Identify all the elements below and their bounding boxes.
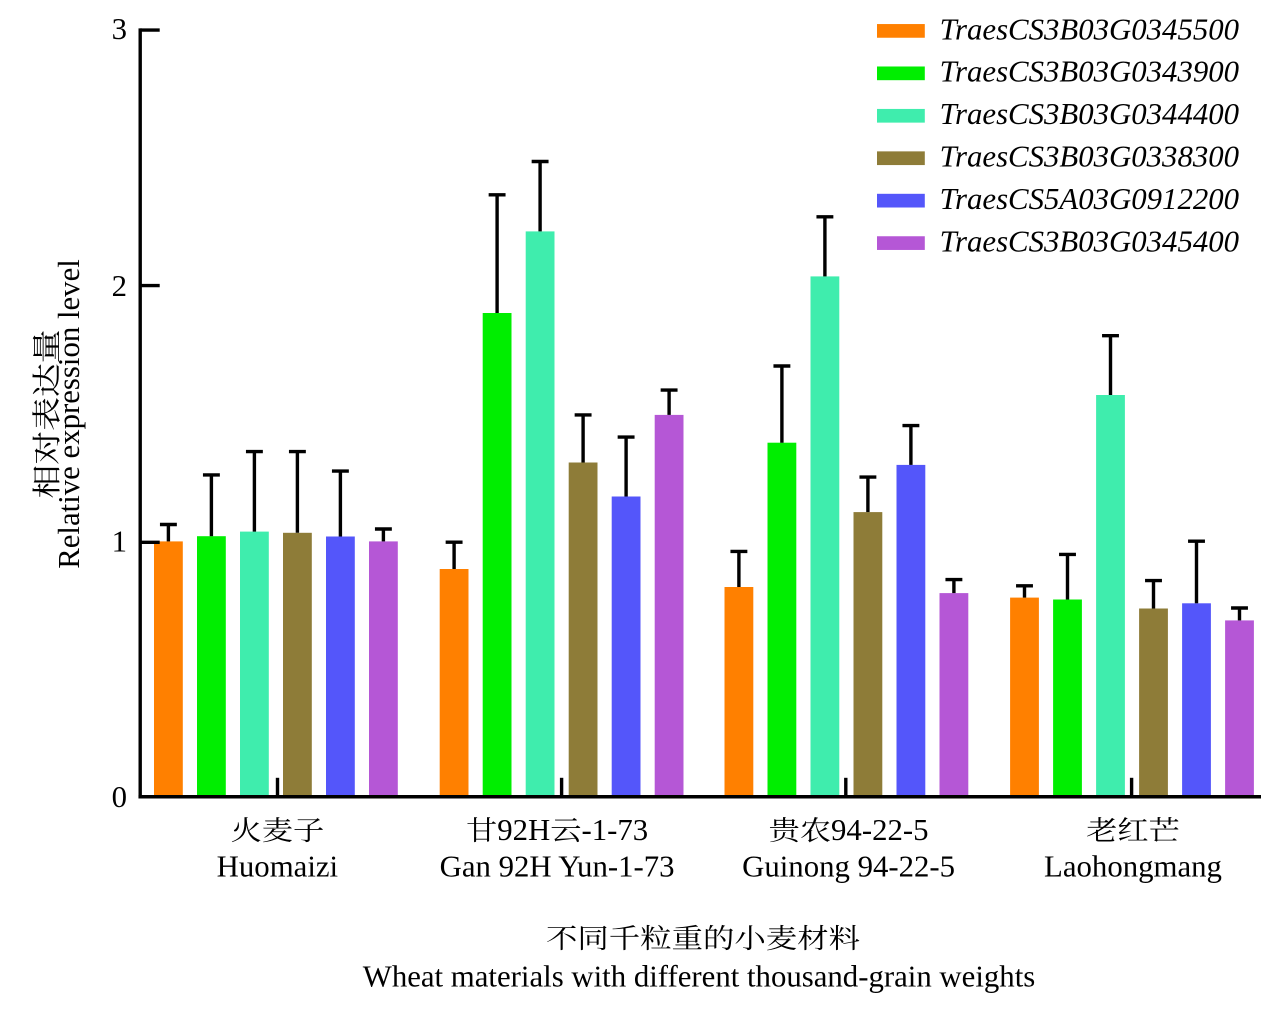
svg-text:TraesCS3B03G0345400: TraesCS3B03G0345400 <box>940 225 1239 259</box>
svg-text:-1-73: -1-73 <box>581 813 648 847</box>
svg-text:94-22-5: 94-22-5 <box>831 813 929 847</box>
svg-text:TraesCS3B03G0345500: TraesCS3B03G0345500 <box>940 12 1239 46</box>
svg-text:3: 3 <box>112 12 127 46</box>
svg-text:TraesCS3B03G0338300: TraesCS3B03G0338300 <box>940 140 1239 174</box>
svg-text:TraesCS3B03G0343900: TraesCS3B03G0343900 <box>940 55 1239 89</box>
svg-text:TraesCS5A03G0912200: TraesCS5A03G0912200 <box>940 182 1239 216</box>
svg-text:Huomaizi: Huomaizi <box>217 850 338 884</box>
svg-text:92H: 92H <box>497 813 550 847</box>
svg-text:Guinong 94-22-5: Guinong 94-22-5 <box>742 850 955 884</box>
svg-text:0: 0 <box>112 780 127 814</box>
svg-text:2: 2 <box>112 269 127 303</box>
svg-text:1: 1 <box>112 525 127 559</box>
svg-text:TraesCS3B03G0344400: TraesCS3B03G0344400 <box>940 97 1239 131</box>
svg-text:Laohongmang: Laohongmang <box>1044 850 1222 884</box>
svg-text:Gan 92H Yun-1-73: Gan 92H Yun-1-73 <box>440 850 675 884</box>
svg-text:Relative expression level: Relative expression level <box>52 259 86 569</box>
svg-text:Wheat materials with different: Wheat materials with different thousand-… <box>363 959 1035 993</box>
